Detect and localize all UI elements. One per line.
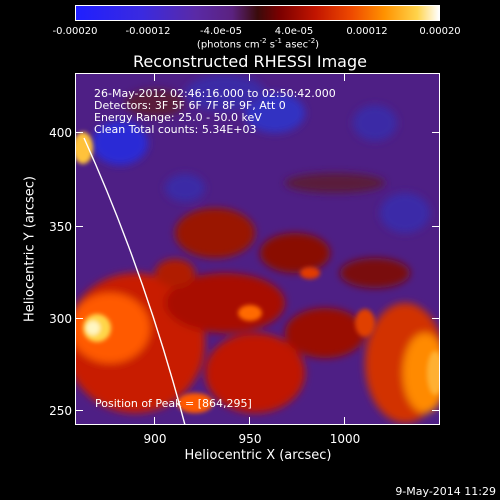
rhessi-image bbox=[75, 73, 440, 425]
colorbar-tick-label: -0.00012 bbox=[125, 26, 171, 37]
x-tick bbox=[344, 417, 345, 425]
x-axis-title: Heliocentric X (arcsec) bbox=[184, 448, 332, 463]
x-tick-label: 1000 bbox=[329, 432, 361, 446]
colorbar-units-label: (photons cm-2 s-1 asec-2) bbox=[196, 37, 320, 51]
x-tick bbox=[344, 73, 345, 81]
energy-range-label: Energy Range: 25.0 - 50.0 keV bbox=[94, 111, 262, 124]
x-tick-label: 900 bbox=[143, 432, 167, 446]
colorbar-tick-label: -0.00020 bbox=[52, 26, 98, 37]
y-tick bbox=[75, 318, 83, 319]
y-tick bbox=[75, 226, 83, 227]
solar-limb-line bbox=[83, 137, 186, 425]
clean-total-counts-label: Clean Total counts: 5.34E+03 bbox=[94, 123, 257, 136]
y-tick bbox=[432, 226, 440, 227]
x-tick bbox=[249, 417, 250, 425]
x-tick bbox=[249, 73, 250, 81]
y-tick-label: 300 bbox=[49, 312, 72, 326]
y-tick-label: 400 bbox=[49, 126, 72, 140]
y-tick bbox=[432, 410, 440, 411]
peak-position-label: Position of Peak = [864,295] bbox=[95, 397, 252, 410]
colorbar bbox=[75, 5, 440, 21]
y-tick-label: 350 bbox=[49, 220, 72, 234]
x-tick bbox=[154, 73, 155, 81]
x-tick-label: 950 bbox=[238, 432, 262, 446]
y-tick bbox=[432, 132, 440, 133]
colorbar-tick-label: 0.00012 bbox=[346, 26, 388, 37]
colorbar-tick-label: -4.0e-05 bbox=[200, 26, 242, 37]
colorbar-tick-label: 0.00020 bbox=[419, 26, 461, 37]
rhessi-image-svg bbox=[75, 73, 440, 425]
y-axis-title: Heliocentric Y (arcsec) bbox=[22, 176, 38, 322]
y-tick bbox=[75, 132, 83, 133]
time-range-label: 26-May-2012 02:46:16.000 to 02:50:42.000 bbox=[94, 87, 336, 100]
timestamp-label: 9-May-2014 11:29 bbox=[395, 485, 496, 498]
detectors-label: Detectors: 3F 5F 6F 7F 8F 9F, Att 0 bbox=[94, 99, 286, 112]
y-tick bbox=[432, 318, 440, 319]
colorbar-tick-label: 4.0e-05 bbox=[274, 26, 314, 37]
x-tick bbox=[154, 417, 155, 425]
plot-title: Reconstructed RHESSI Image bbox=[133, 52, 367, 71]
y-tick bbox=[75, 410, 83, 411]
y-tick-label: 250 bbox=[49, 404, 72, 418]
